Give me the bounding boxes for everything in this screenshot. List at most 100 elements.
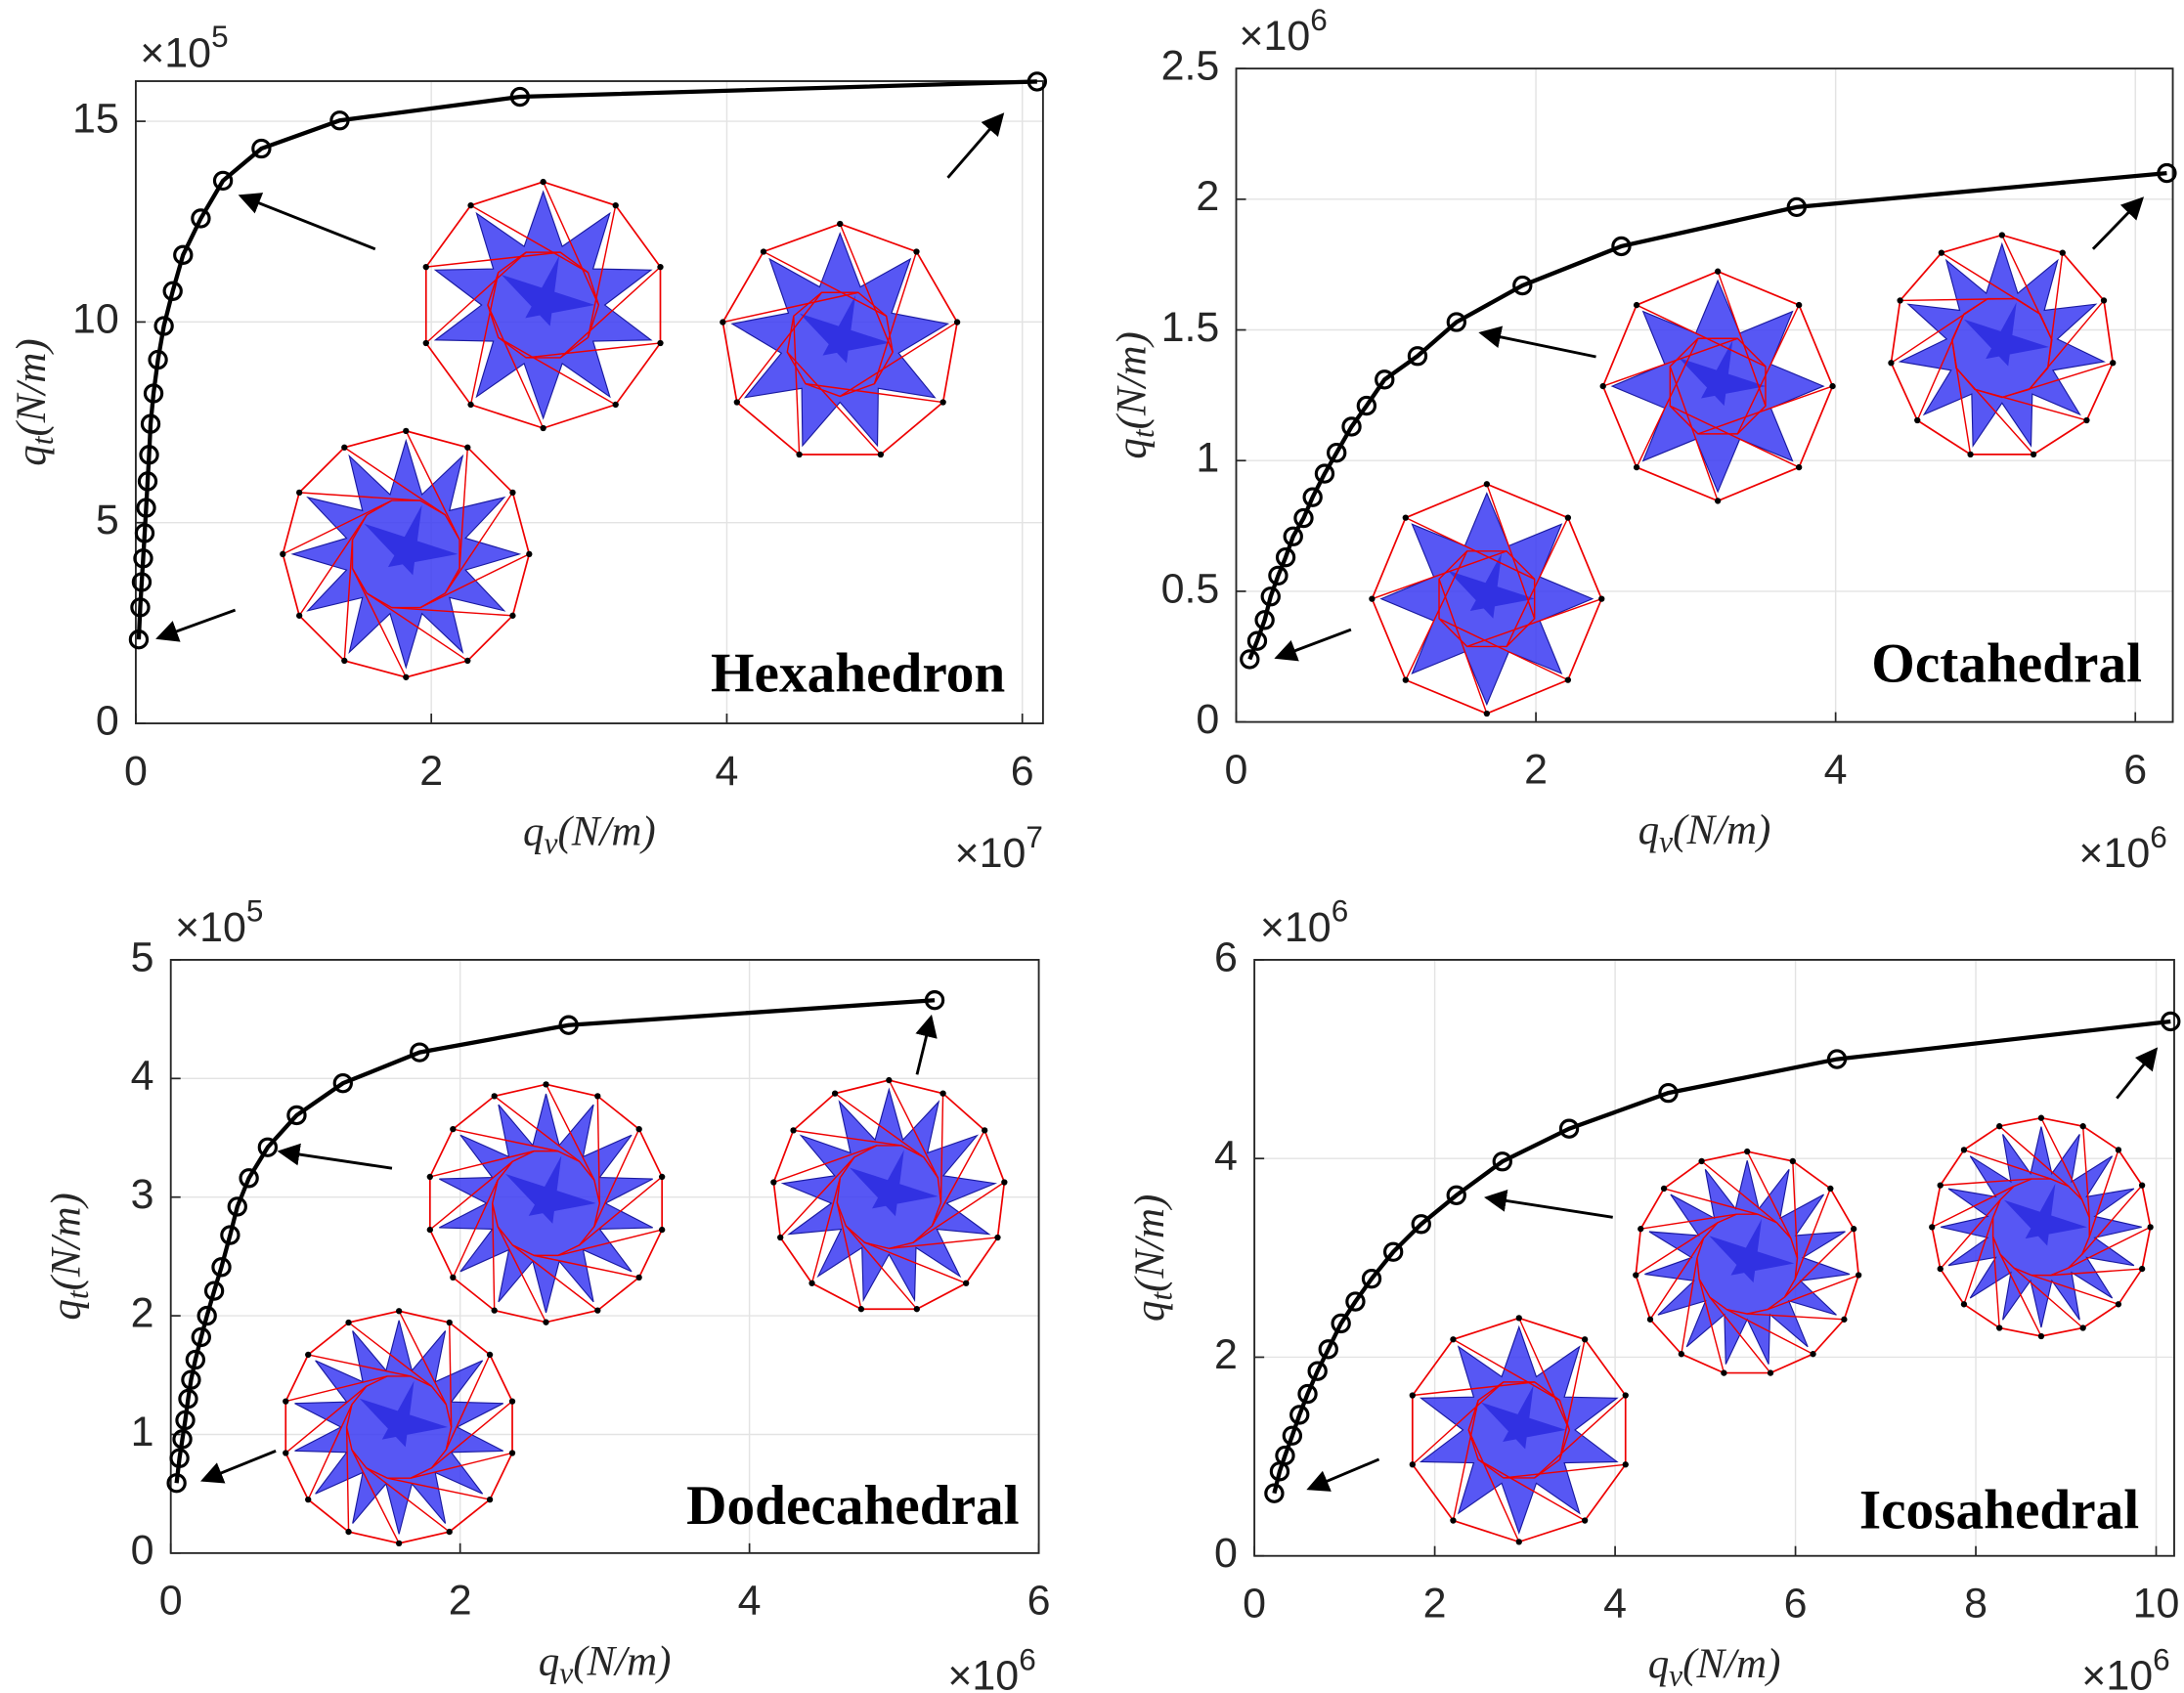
multiplier-power: 6 xyxy=(1332,893,1349,929)
cable xyxy=(487,251,600,359)
y-tick-label: 6 xyxy=(1214,933,1238,980)
node xyxy=(1633,1272,1639,1279)
data-point xyxy=(175,1410,196,1431)
cable xyxy=(1405,516,1535,581)
node xyxy=(1483,481,1490,488)
cable xyxy=(405,430,460,541)
annotation: Hexahedron xyxy=(711,642,1005,704)
node xyxy=(1767,1369,1774,1376)
cable xyxy=(845,1225,918,1310)
cable xyxy=(429,1160,513,1231)
cable xyxy=(351,568,407,678)
cable xyxy=(1636,304,1767,368)
node xyxy=(296,489,303,497)
node xyxy=(994,1234,1001,1241)
cable xyxy=(839,223,894,353)
node xyxy=(422,263,429,271)
cable xyxy=(425,251,527,344)
data-point xyxy=(329,110,350,131)
cable xyxy=(593,1128,640,1228)
node xyxy=(543,1081,549,1088)
y-tick-label: 2 xyxy=(1196,173,1219,220)
data-point xyxy=(1361,1269,1382,1289)
arrow xyxy=(1274,628,1352,662)
cable xyxy=(1991,1237,2000,1328)
data-point xyxy=(1307,1361,1328,1381)
data-point xyxy=(148,349,168,370)
cable xyxy=(308,1354,412,1377)
data-point xyxy=(1411,1214,1431,1235)
data-point xyxy=(251,138,272,159)
axis-label: qv(N/m) xyxy=(523,808,656,860)
y-tick-label: 1 xyxy=(1196,435,1219,482)
cable xyxy=(1792,1160,1799,1259)
subplot: 0 2 4 6012345Dodecahedral×105×106qv(N/m)qt(… xyxy=(43,893,1050,1693)
arrow xyxy=(1478,326,1596,359)
node xyxy=(1937,1182,1944,1189)
node xyxy=(2138,1182,2146,1189)
cable xyxy=(2050,1268,2143,1277)
cable xyxy=(470,204,589,274)
data-line xyxy=(1247,170,2167,661)
cable xyxy=(1663,1188,1759,1215)
node xyxy=(467,401,474,409)
node xyxy=(486,1351,494,1359)
data-point xyxy=(197,1305,217,1326)
cable xyxy=(1963,1217,1994,1305)
cable xyxy=(498,336,617,406)
node xyxy=(1515,1539,1522,1545)
axis-label-symbol: q xyxy=(523,808,544,854)
cable xyxy=(1767,1274,1859,1311)
subplot: 0 2 4 6051015Hexahedron×105×107qv(N/m)qt(N/… xyxy=(9,19,1048,877)
data-point xyxy=(1293,507,1314,529)
data-point xyxy=(178,1388,198,1410)
data-point xyxy=(239,1168,259,1189)
plate xyxy=(501,255,595,326)
node xyxy=(837,220,844,228)
node xyxy=(733,399,740,406)
node xyxy=(446,1319,453,1326)
multiplier-base: ×10 xyxy=(1260,904,1332,951)
cable xyxy=(431,1401,513,1469)
node xyxy=(540,424,546,432)
cable xyxy=(557,1229,663,1257)
node xyxy=(403,673,410,680)
x-tick-label: 2 xyxy=(1423,1581,1447,1628)
data-point xyxy=(257,1137,279,1157)
data-point xyxy=(1302,487,1323,507)
data-point xyxy=(1318,1339,1338,1360)
data-point xyxy=(1407,346,1428,367)
cable xyxy=(307,1404,353,1500)
data-point xyxy=(1331,1313,1351,1334)
node xyxy=(540,178,546,186)
node xyxy=(509,612,516,619)
cable xyxy=(445,1354,491,1451)
node xyxy=(1581,1517,1589,1524)
cable xyxy=(579,1176,663,1246)
data-point xyxy=(185,1349,206,1370)
data-point xyxy=(1297,1383,1318,1405)
cable xyxy=(1696,1213,1799,1315)
multiplier-base: ×10 xyxy=(954,830,1026,877)
polyhedron-illustration xyxy=(720,220,961,458)
cable xyxy=(1503,1463,1626,1479)
node xyxy=(2115,1147,2122,1153)
node xyxy=(1967,451,1974,458)
cable xyxy=(284,1385,368,1454)
data-point xyxy=(139,445,159,465)
data-point xyxy=(1512,275,1533,296)
data-point xyxy=(1289,1405,1310,1425)
data-point xyxy=(211,1257,232,1278)
cable xyxy=(1453,1338,1560,1402)
node xyxy=(395,1540,403,1546)
data-point xyxy=(558,1015,579,1035)
multiplier-power: 5 xyxy=(246,893,264,929)
node xyxy=(341,657,348,665)
data-point xyxy=(1268,565,1289,586)
axis-label-unit: (N/m) xyxy=(1673,807,1770,853)
cable xyxy=(1681,1258,1698,1355)
cable xyxy=(1746,1150,1792,1239)
node xyxy=(1660,1185,1668,1193)
cable xyxy=(1534,1394,1627,1479)
